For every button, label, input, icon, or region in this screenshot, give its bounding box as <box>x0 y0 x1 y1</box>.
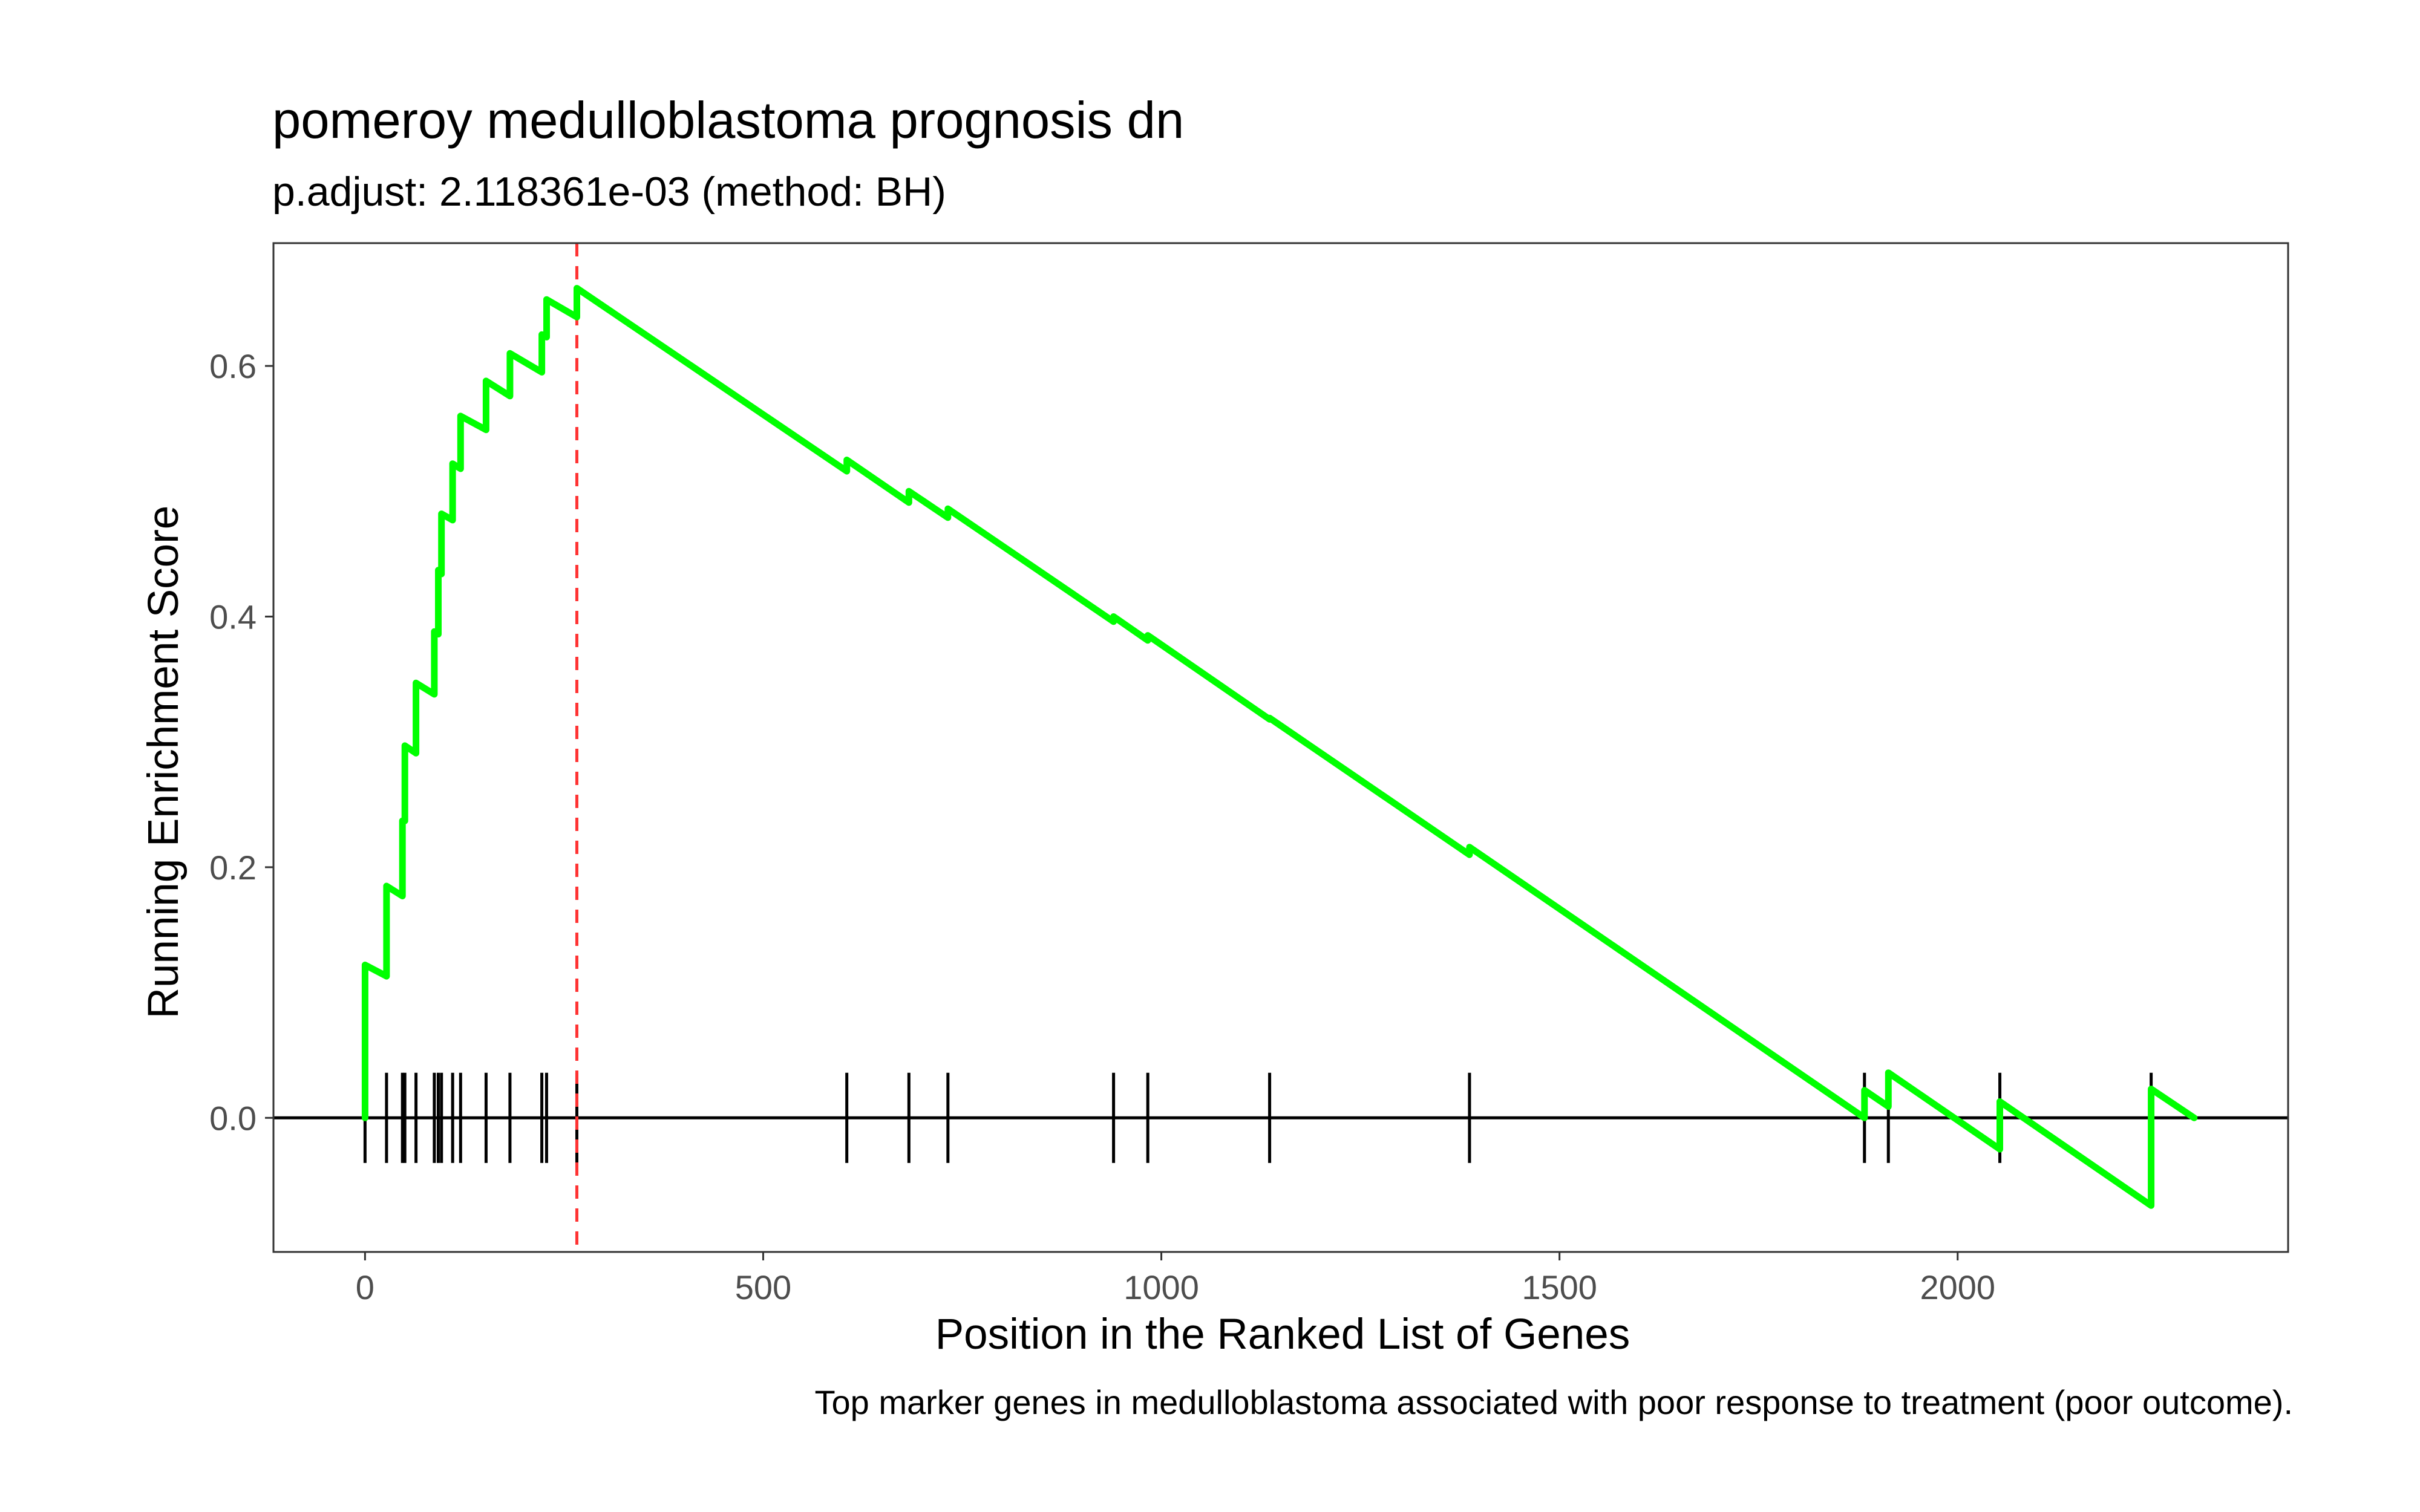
plot-panel-border <box>272 242 2289 1253</box>
x-tick-label: 0 <box>356 1268 374 1306</box>
chart-caption: Top marker genes in medulloblastoma asso… <box>815 1383 2293 1421</box>
y-tick-label: 0.4 <box>209 598 257 636</box>
y-axis-title: Running Enrichment Score <box>140 506 188 1019</box>
x-axis-title: Position in the Ranked List of Genes <box>935 1311 1630 1358</box>
plot-panel: 0.0 0.2 0.4 0.6 0 500 1000 1500 2000 <box>209 242 2289 1306</box>
x-tick-label: 1500 <box>1522 1268 1597 1306</box>
x-tick-label: 2000 <box>1920 1268 1995 1306</box>
x-tick-label: 500 <box>735 1268 791 1306</box>
running-enrichment-score-line <box>361 285 2198 1209</box>
y-tick-label: 0.6 <box>209 347 257 385</box>
chart-title: pomeroy medulloblastoma prognosis dn <box>272 92 1184 149</box>
y-tick-label: 0.0 <box>209 1099 257 1137</box>
y-tick-label: 0.2 <box>209 849 257 887</box>
x-tick-label: 1000 <box>1123 1268 1199 1306</box>
chart-subtitle: p.adjust: 2.118361e-03 (method: BH) <box>272 169 946 215</box>
